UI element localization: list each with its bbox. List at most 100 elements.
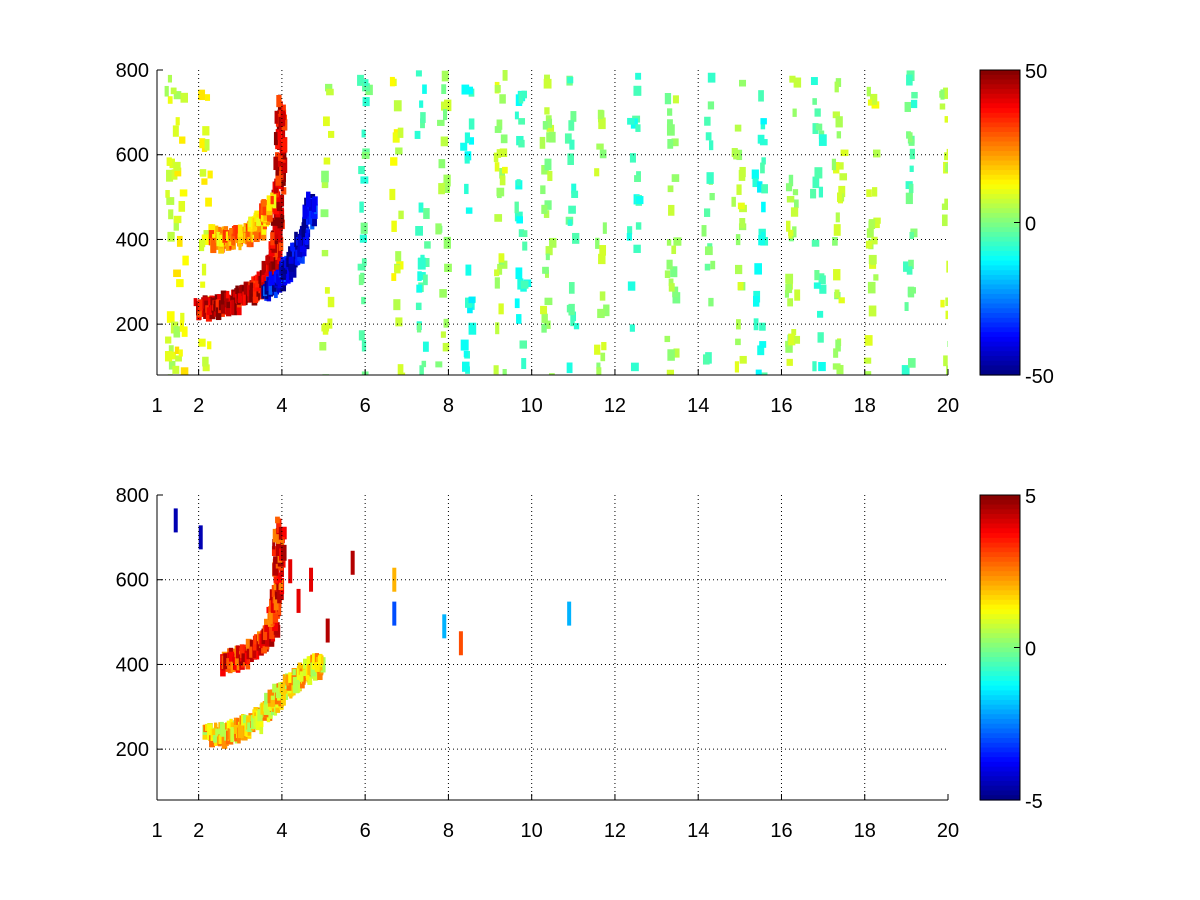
heatmap-cell [270, 253, 274, 262]
heatmap-cell [906, 74, 913, 86]
heatmap-stripe [810, 77, 827, 372]
heatmap-cell [868, 219, 876, 230]
heatmap-cell [271, 282, 277, 292]
heatmap-cell [223, 653, 228, 670]
heatmap-cell [204, 139, 210, 151]
heatmap-cell [465, 207, 473, 214]
heatmap-cell [735, 338, 741, 346]
x-tick-label: 10 [521, 820, 543, 842]
heatmap-cell [438, 183, 445, 195]
heatmap-cell [164, 351, 173, 362]
heatmap-cell [169, 158, 175, 169]
heatmap-cell [946, 365, 948, 375]
heatmap-cell [273, 132, 278, 146]
colorbar-segment [980, 193, 1020, 200]
heatmap-cell [873, 217, 881, 224]
heatmap-cell [235, 285, 239, 295]
heatmap-cell [499, 175, 506, 186]
heatmap-cell [275, 170, 282, 186]
heatmap-cell [272, 563, 279, 576]
heatmap-cell [228, 651, 235, 662]
colorbar-segment [980, 117, 1020, 124]
heatmap-cell [323, 157, 331, 165]
heatmap-cell [945, 310, 948, 320]
heatmap-cell [496, 119, 503, 130]
heatmap-cell [667, 108, 673, 116]
heatmap-cell [518, 139, 525, 148]
heatmap-cell [833, 161, 840, 174]
heatmap-cell [275, 687, 282, 699]
heatmap-cell [247, 722, 253, 732]
heatmap-cell [785, 220, 791, 232]
heatmap-cell [203, 230, 210, 238]
heatmap-cell [757, 181, 763, 193]
heatmap-cell [288, 246, 293, 261]
colorbar-segment [980, 518, 1020, 525]
heatmap-cell [543, 210, 550, 218]
heatmap-cell [761, 184, 768, 194]
heatmap-cell [288, 259, 295, 272]
heatmap-cell [273, 607, 278, 614]
heatmap-cell [443, 318, 449, 328]
heatmap-cell [672, 286, 679, 298]
heatmap-cell [306, 656, 311, 667]
heatmap-cell [467, 306, 473, 314]
heatmap-cell [247, 223, 253, 232]
heatmap-cell [864, 371, 872, 375]
colorbar-segment [980, 84, 1020, 90]
heatmap-cell [905, 192, 913, 205]
colorbar-segment [980, 590, 1020, 596]
colorbar-segment [980, 652, 1020, 658]
heatmap-cell [666, 239, 672, 246]
heatmap-cell [321, 180, 328, 189]
heatmap-cell [739, 355, 747, 364]
heatmap-cell [443, 174, 451, 187]
colorbar-segment [980, 227, 1020, 233]
heatmap-cell [215, 225, 219, 234]
heatmap-cell [277, 600, 282, 616]
heatmap-cell [252, 217, 257, 232]
colorbar-segment [980, 203, 1020, 209]
colorbar-segment [980, 127, 1020, 133]
heatmap-speck [442, 614, 447, 639]
heatmap-cell [276, 273, 280, 285]
heatmap-cell [279, 684, 284, 694]
heatmap-cell [278, 526, 283, 540]
heatmap-cell [813, 282, 821, 289]
heatmap-cell [271, 584, 275, 597]
heatmap-cell [225, 722, 229, 730]
heatmap-cell [819, 284, 827, 294]
colorbar-segment [980, 657, 1020, 663]
heatmap-cell [737, 202, 745, 210]
heatmap-cell [199, 239, 206, 248]
heatmap-cell [208, 230, 215, 246]
heatmap-cell [245, 223, 249, 232]
heatmap-cell [262, 626, 268, 641]
heatmap-cell [496, 187, 505, 197]
heatmap-cell [671, 245, 677, 255]
heatmap-cell [517, 278, 524, 290]
heatmap-cell [497, 263, 503, 275]
heatmap-cell [462, 361, 470, 372]
colorbar-segment [980, 609, 1020, 615]
heatmap-cell [280, 534, 285, 547]
heatmap-cell [908, 132, 913, 143]
x-tick-label: 6 [360, 820, 371, 842]
heatmap-cell [502, 369, 507, 375]
heatmap-cell [909, 148, 915, 160]
colorbar-segment [980, 160, 1020, 166]
heatmap-cell [179, 319, 184, 332]
colorbar-segment [980, 108, 1020, 114]
heatmap-cell [389, 188, 396, 201]
heatmap-cell [668, 283, 675, 292]
heatmap-cell [739, 79, 747, 87]
colorbar-segment [980, 504, 1020, 510]
heatmap-cell [275, 167, 279, 176]
heatmap-cell [464, 183, 469, 195]
heatmap-cell [944, 116, 948, 123]
heatmap-cell [794, 199, 799, 209]
heatmap-cell [360, 176, 369, 184]
heatmap-cell [285, 674, 290, 686]
heatmap-cell [671, 174, 680, 182]
heatmap-cell [225, 290, 230, 299]
